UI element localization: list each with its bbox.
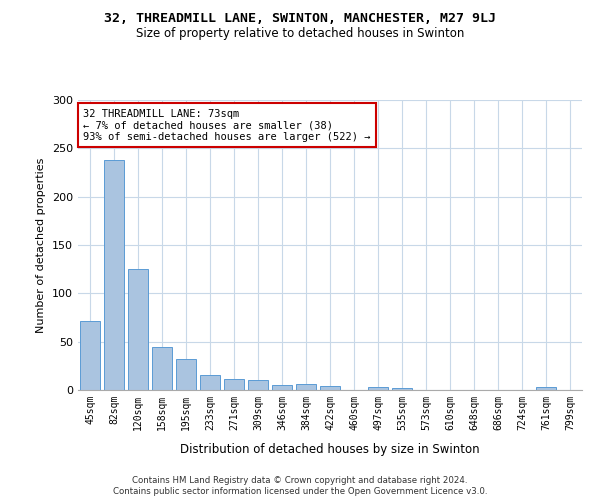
Bar xyxy=(152,348,172,390)
Bar xyxy=(248,380,268,390)
Bar xyxy=(272,385,292,390)
Bar xyxy=(392,388,412,390)
Y-axis label: Number of detached properties: Number of detached properties xyxy=(37,158,46,332)
Bar xyxy=(104,160,124,390)
Bar xyxy=(128,269,148,390)
Text: 32, THREADMILL LANE, SWINTON, MANCHESTER, M27 9LJ: 32, THREADMILL LANE, SWINTON, MANCHESTER… xyxy=(104,12,496,26)
Bar xyxy=(80,322,100,390)
Bar xyxy=(176,359,196,390)
Text: Contains HM Land Registry data © Crown copyright and database right 2024.: Contains HM Land Registry data © Crown c… xyxy=(132,476,468,485)
Text: Distribution of detached houses by size in Swinton: Distribution of detached houses by size … xyxy=(180,442,480,456)
Text: Size of property relative to detached houses in Swinton: Size of property relative to detached ho… xyxy=(136,28,464,40)
Bar xyxy=(224,380,244,390)
Bar xyxy=(296,384,316,390)
Text: Contains public sector information licensed under the Open Government Licence v3: Contains public sector information licen… xyxy=(113,488,487,496)
Text: 32 THREADMILL LANE: 73sqm
← 7% of detached houses are smaller (38)
93% of semi-d: 32 THREADMILL LANE: 73sqm ← 7% of detach… xyxy=(83,108,371,142)
Bar xyxy=(320,386,340,390)
Bar xyxy=(368,387,388,390)
Bar xyxy=(200,374,220,390)
Bar xyxy=(536,387,556,390)
